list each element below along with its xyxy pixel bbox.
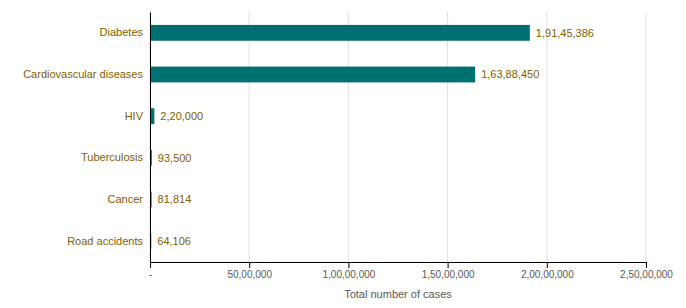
x-tick-label: 1,00,00,000 [322, 269, 375, 280]
y-tick-label: Road accidents [67, 235, 143, 247]
x-tick-label: 2,00,00,000 [521, 269, 574, 280]
x-axis: - 50,00,000 1,00,00,000 1,50,00,000 2,00,00,… [149, 262, 674, 280]
data-label: 2,20,000 [160, 110, 203, 122]
x-tick-mark [348, 262, 349, 268]
y-tick: HIV [125, 110, 144, 122]
y-axis: Road accidents Cancer Tuberculosis HIV Cardi… [23, 13, 150, 263]
grid-line [646, 12, 647, 262]
x-tick-mark [547, 262, 548, 268]
x-tick: 2,50,00,000 [620, 262, 673, 280]
y-tick: Cardiovascular diseases [23, 68, 143, 80]
data-label: 81,814 [158, 193, 192, 205]
plot-area: - 50,00,000 1,00,00,000 1,50,00,000 2,00,00,… [23, 12, 673, 300]
data-label: 93,500 [158, 152, 192, 164]
y-tick: Tuberculosis [81, 151, 143, 163]
grid-line [249, 12, 250, 262]
x-tick: - [149, 262, 152, 280]
data-label: 1,63,88,450 [481, 68, 539, 80]
x-tick-label: 1,50,00,000 [422, 269, 475, 280]
bars [150, 25, 530, 249]
data-label: 1,91,45,386 [536, 27, 594, 39]
y-tick-label: HIV [125, 110, 144, 122]
x-tick: 50,00,000 [227, 262, 272, 280]
bar [150, 67, 475, 83]
x-tick: 1,50,00,000 [422, 262, 475, 280]
y-tick-label: Cardiovascular diseases [23, 68, 143, 80]
x-tick: 2,00,00,000 [521, 262, 574, 280]
y-tick: Road accidents [67, 235, 143, 247]
data-label: 64,106 [157, 235, 191, 247]
y-tick: Cancer [108, 193, 144, 205]
x-tick-label: 2,50,00,000 [620, 269, 673, 280]
x-axis-title: Total number of cases [344, 288, 452, 300]
x-tick-mark [249, 262, 250, 268]
x-tick-label: - [149, 269, 152, 280]
grid-line [546, 12, 547, 262]
x-tick-mark [448, 262, 449, 268]
y-tick-label: Diabetes [100, 26, 144, 38]
x-tick: 1,00,00,000 [322, 262, 375, 280]
x-tick-label: 50,00,000 [227, 269, 272, 280]
grid-line [348, 12, 349, 262]
y-axis-line [150, 13, 151, 263]
grid-line [447, 12, 448, 262]
y-tick-label: Cancer [108, 193, 144, 205]
y-tick: Diabetes [100, 26, 144, 38]
grid [150, 12, 646, 262]
data-labels: 64,106 81,814 93,500 2,20,000 1,63,88,450 1,9… [157, 27, 594, 247]
x-axis-line [151, 263, 647, 269]
chart-container: - 50,00,000 1,00,00,000 1,50,00,000 2,00,00,… [0, 0, 686, 308]
chart-svg: - 50,00,000 1,00,00,000 1,50,00,000 2,00,00,… [0, 0, 686, 308]
x-tick-mark [150, 262, 151, 268]
bar [150, 25, 530, 41]
y-tick-label: Tuberculosis [81, 151, 143, 163]
grid-line [150, 12, 151, 262]
x-tick-mark [646, 262, 647, 268]
